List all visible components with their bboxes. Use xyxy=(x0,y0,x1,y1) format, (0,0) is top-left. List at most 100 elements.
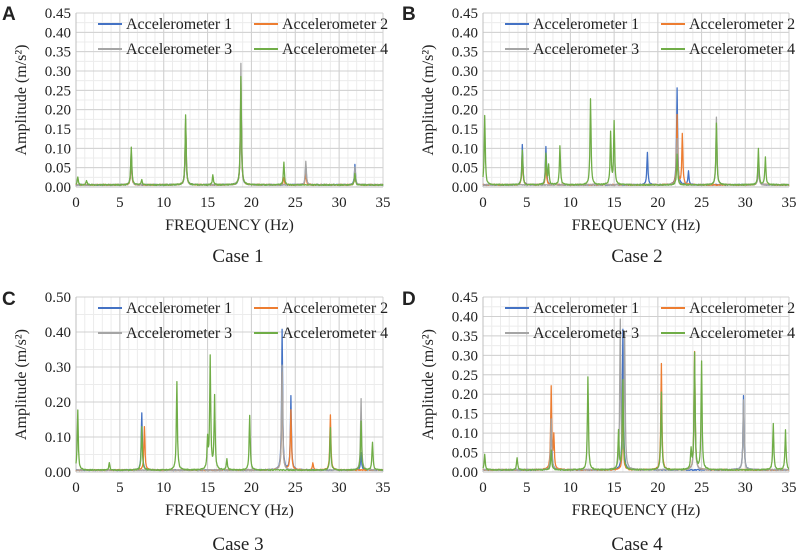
x-tick-label: 20 xyxy=(244,480,259,496)
x-tick-label: 5 xyxy=(116,195,124,211)
x-tick-label: 5 xyxy=(523,195,531,211)
legend-entry: Accelerometer 1 xyxy=(533,300,639,317)
panel-caption: Case 2 xyxy=(611,246,662,267)
x-tick-label: 30 xyxy=(738,480,753,496)
legend-entry: Accelerometer 1 xyxy=(126,300,232,317)
y-tick-label: 0.00 xyxy=(45,180,71,196)
x-tick-label: 10 xyxy=(156,480,171,496)
y-tick-label: 0.00 xyxy=(45,465,71,481)
y-tick-label: 0.20 xyxy=(452,103,478,119)
x-tick-label: 20 xyxy=(244,195,259,211)
legend-entry: Accelerometer 3 xyxy=(533,325,639,342)
x-axis-title: FREQUENCY (Hz) xyxy=(165,217,294,234)
x-tick-label: 35 xyxy=(782,480,796,496)
series-line-accelerometer-2 xyxy=(482,113,790,187)
y-tick-label: 0.25 xyxy=(452,368,478,384)
y-tick-label: 0.30 xyxy=(452,64,478,80)
y-tick-label: 0.30 xyxy=(45,360,71,376)
y-tick-label: 0.20 xyxy=(452,387,478,403)
x-tick-label: 10 xyxy=(563,195,578,211)
y-axis-title: Amplitude (m/s²) xyxy=(420,329,437,440)
chart-panel-B: 0.00 0.05 0.10 0.15 0.20 0.25 0.30 0.35 0.40 0.45… xyxy=(402,4,796,267)
series-line-accelerometer-2 xyxy=(75,371,384,472)
y-tick-label: 0.50 xyxy=(45,290,71,306)
x-axis-title: FREQUENCY (Hz) xyxy=(165,502,294,519)
x-tick-label: 10 xyxy=(563,480,578,496)
legend-entry: Accelerometer 4 xyxy=(282,325,388,342)
y-tick-label: 0.15 xyxy=(452,122,478,138)
panel-caption: Case 4 xyxy=(611,534,663,555)
y-tick-label: 0.15 xyxy=(45,122,71,138)
legend-entry: Accelerometer 3 xyxy=(126,325,232,342)
y-tick-label: 0.35 xyxy=(45,45,71,61)
legend-entry: Accelerometer 3 xyxy=(533,41,639,58)
y-tick-label: 0.05 xyxy=(452,446,478,462)
y-tick-label: 0.10 xyxy=(45,141,71,157)
x-axis-title: FREQUENCY (Hz) xyxy=(572,502,701,519)
series-line-accelerometer-1 xyxy=(482,87,790,187)
y-tick-label: 0.40 xyxy=(452,309,478,325)
panel-label: B xyxy=(402,4,416,25)
x-tick-label: 25 xyxy=(288,195,303,211)
x-tick-label: 10 xyxy=(156,195,171,211)
series-line-accelerometer-4 xyxy=(482,351,790,472)
x-tick-label: 35 xyxy=(376,480,391,496)
x-axis-title: FREQUENCY (Hz) xyxy=(572,217,701,234)
panel-caption: Case 1 xyxy=(212,246,263,267)
legend-entry: Accelerometer 2 xyxy=(282,16,388,33)
y-tick-label: 0.15 xyxy=(452,407,478,423)
x-tick-label: 15 xyxy=(607,195,622,211)
x-tick-label: 0 xyxy=(479,480,487,496)
y-tick-label: 0.20 xyxy=(45,395,71,411)
legend-entry: Accelerometer 4 xyxy=(282,41,388,58)
x-tick-label: 0 xyxy=(72,480,80,496)
x-tick-label: 15 xyxy=(607,480,622,496)
chart-panel-C: 0.00 0.10 0.20 0.30 0.40 0.50 0 5 10 15 20 25 30 35 Ac… xyxy=(2,289,391,555)
y-tick-label: 0.05 xyxy=(452,161,478,177)
x-tick-label: 25 xyxy=(288,480,303,496)
legend-entry: Accelerometer 2 xyxy=(689,16,795,33)
chart-panel-D: 0.00 0.05 0.10 0.15 0.20 0.25 0.30 0.35 0.40 0.45… xyxy=(402,289,796,555)
x-tick-label: 30 xyxy=(738,195,753,211)
legend-entry: Accelerometer 1 xyxy=(126,16,232,33)
x-tick-label: 35 xyxy=(782,195,796,211)
y-tick-label: 0.05 xyxy=(45,161,71,177)
panel-label: D xyxy=(402,289,416,310)
x-tick-label: 35 xyxy=(376,195,391,211)
y-tick-label: 0.45 xyxy=(45,6,71,22)
panel-caption: Case 3 xyxy=(212,534,263,555)
x-tick-label: 15 xyxy=(200,480,215,496)
legend-entry: Accelerometer 2 xyxy=(282,300,388,317)
y-tick-label: 0.10 xyxy=(452,141,478,157)
legend-entry: Accelerometer 4 xyxy=(689,41,795,58)
x-tick-label: 25 xyxy=(694,195,709,211)
y-axis-title: Amplitude (m/s²) xyxy=(13,44,30,155)
x-tick-label: 30 xyxy=(332,195,347,211)
series-line-accelerometer-4 xyxy=(75,75,384,187)
y-tick-label: 0.40 xyxy=(452,25,478,41)
y-tick-label: 0.40 xyxy=(45,25,71,41)
y-tick-label: 0.30 xyxy=(452,348,478,364)
y-tick-label: 0.20 xyxy=(45,103,71,119)
series-line-accelerometer-3 xyxy=(482,116,790,187)
panel-label: C xyxy=(2,289,16,310)
x-tick-label: 5 xyxy=(116,480,124,496)
legend-entry: Accelerometer 4 xyxy=(689,325,795,342)
y-tick-label: 0.25 xyxy=(452,83,478,99)
y-tick-label: 0.00 xyxy=(452,465,478,481)
x-tick-label: 20 xyxy=(650,195,665,211)
panel-label: A xyxy=(2,4,16,25)
y-tick-label: 0.35 xyxy=(452,329,478,345)
legend-entry: Accelerometer 2 xyxy=(689,300,795,317)
legend-entry: Accelerometer 1 xyxy=(533,16,639,33)
y-tick-label: 0.45 xyxy=(452,290,478,306)
series-line-accelerometer-2 xyxy=(75,83,384,187)
x-tick-label: 0 xyxy=(479,195,487,211)
y-tick-label: 0.30 xyxy=(45,64,71,80)
y-tick-label: 0.00 xyxy=(452,180,478,196)
x-tick-label: 20 xyxy=(650,480,665,496)
y-axis-title: Amplitude (m/s²) xyxy=(420,44,437,155)
series-line-accelerometer-4 xyxy=(75,354,384,472)
x-tick-label: 5 xyxy=(523,480,531,496)
